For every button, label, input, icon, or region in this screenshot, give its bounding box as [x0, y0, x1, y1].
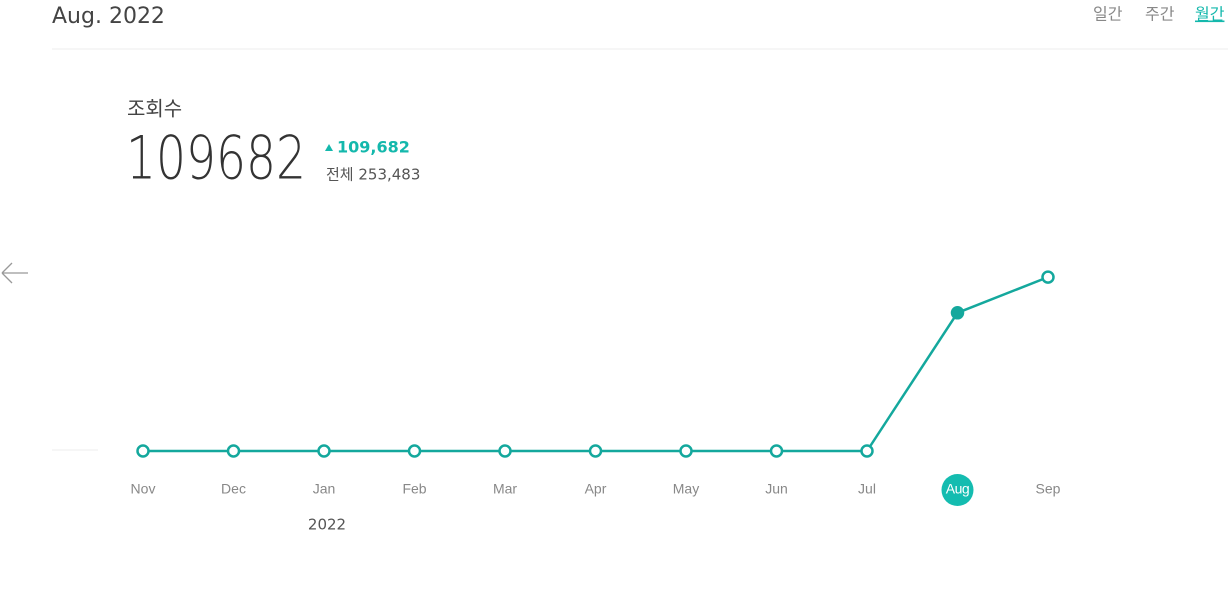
metric-total: 전체 253,483	[326, 166, 420, 184]
x-tick-label[interactable]: Jan	[313, 481, 336, 497]
point	[769, 444, 784, 458]
point	[226, 444, 241, 458]
point	[317, 444, 331, 458]
point	[498, 444, 512, 458]
metric-change: 109,682	[337, 138, 410, 157]
point	[136, 444, 150, 458]
up-arrow	[325, 144, 333, 151]
x-tick-label[interactable]: Jul	[858, 481, 876, 497]
point	[679, 444, 693, 458]
prev-arrow[interactable]	[1, 262, 28, 284]
x-tick-label[interactable]: Feb	[402, 481, 426, 497]
x-tick-label[interactable]: Apr	[585, 481, 607, 497]
metric-label: 조회수	[127, 97, 182, 121]
point	[588, 444, 603, 458]
x-tick-label[interactable]: Jun	[765, 481, 788, 497]
selected-badge	[941, 474, 974, 506]
x-tick-label[interactable]: May	[673, 481, 699, 497]
x-tick-label[interactable]: Nov	[131, 481, 156, 497]
x-tick-label[interactable]: Dec	[221, 481, 246, 497]
year-label: 2022	[308, 516, 346, 534]
period-tab[interactable]: 주간	[1145, 5, 1175, 24]
period-tab[interactable]: 일간	[1093, 5, 1123, 24]
x-tick-label[interactable]: Aug	[946, 481, 970, 497]
period-title: Aug. 2022	[52, 4, 165, 29]
metric-value: 109682	[126, 124, 306, 194]
x-tick-label[interactable]: Sep	[1036, 481, 1061, 497]
period-tab[interactable]: 월간	[1195, 5, 1225, 24]
x-tick-label[interactable]: Mar	[493, 481, 517, 497]
point	[950, 306, 965, 320]
point	[407, 444, 422, 458]
point	[860, 444, 874, 458]
line	[143, 275, 1049, 453]
point	[1041, 270, 1055, 284]
